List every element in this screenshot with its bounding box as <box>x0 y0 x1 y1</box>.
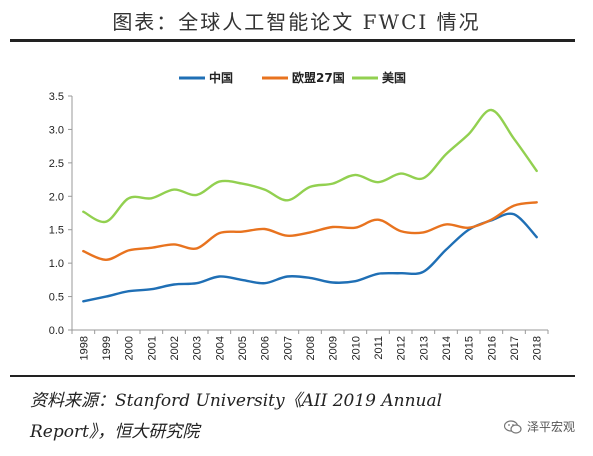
y-tick-label: 1.0 <box>49 258 64 270</box>
x-tick-label: 2016 <box>486 336 498 360</box>
source-line-2: Report》，恒大研究院 <box>30 422 200 442</box>
x-tick-label: 2006 <box>260 336 272 360</box>
chart-legend: 中国 欧盟27国 美国 <box>179 70 406 85</box>
x-tick-label: 2017 <box>509 336 521 360</box>
x-tick-label: 1998 <box>78 336 90 360</box>
page-title: 图表：全球人工智能论文 FWCI 情况 <box>112 10 481 34</box>
x-tick-label: 2007 <box>282 336 294 360</box>
source-divider <box>10 375 575 377</box>
y-axis: 0.0 0.5 1.0 1.5 2.0 2.5 3.0 3.5 <box>49 91 73 337</box>
title-divider <box>10 39 575 42</box>
x-tick-label: 2013 <box>418 336 430 360</box>
series-line-eu27 <box>82 201 538 262</box>
x-tick-label: 2001 <box>146 336 158 360</box>
y-tick-label: 1.5 <box>49 225 64 237</box>
fwci-line-chart: 中国 欧盟27国 美国 0.00.51.01.52.02.53.03.5 1998 1… <box>49 70 549 360</box>
x-tick-label: 2000 <box>124 336 136 360</box>
legend-item-usa: 美国 <box>352 70 406 85</box>
x-tick-label: 2018 <box>532 336 544 360</box>
y-tick-label: 3.5 <box>49 91 64 103</box>
watermark-text: 泽平宏观 <box>527 420 576 434</box>
x-tick-label: 2003 <box>192 336 204 360</box>
x-tick-label: 2010 <box>350 336 362 360</box>
x-tick-label: 2004 <box>214 336 226 360</box>
x-tick-label: 2005 <box>237 336 249 360</box>
x-tick-label: 2014 <box>441 336 453 360</box>
legend-item-eu27: 欧盟27国 <box>262 70 345 85</box>
legend-item-china: 中国 <box>179 70 233 85</box>
x-tick-label: 2012 <box>396 336 408 360</box>
y-tick-label: 2.5 <box>49 158 64 170</box>
legend-label: 中国 <box>209 70 233 85</box>
x-tick-label: 2011 <box>373 336 385 360</box>
x-tick-label: 2009 <box>328 336 340 360</box>
y-tick-label: 0.0 <box>49 325 64 337</box>
source-note: 资料来源：Stanford University《AII 2019 Annual… <box>30 386 575 448</box>
x-tick-label: 2015 <box>464 336 476 360</box>
x-tick-label: 2008 <box>305 336 317 360</box>
x-tick-label: 2002 <box>169 336 181 360</box>
x-axis: 1998 1999 2000 2001 2002 2003 2004 2005 2006 2007… <box>71 329 549 360</box>
y-tick-label: 3.0 <box>49 124 64 136</box>
y-tick-label: 0.5 <box>49 292 64 304</box>
series-line-usa <box>82 108 538 224</box>
series-line-china <box>82 212 538 303</box>
series-lines <box>82 108 538 303</box>
y-tick-label: 2.0 <box>49 191 64 203</box>
x-tick-label: 1999 <box>101 336 113 360</box>
wechat-icon <box>504 419 522 434</box>
source-line-1: 资料来源：Stanford University《AII 2019 Annual <box>30 391 443 411</box>
legend-label: 欧盟27国 <box>292 70 345 85</box>
watermark: 泽平宏观 <box>504 418 575 435</box>
legend-label: 美国 <box>382 70 406 85</box>
